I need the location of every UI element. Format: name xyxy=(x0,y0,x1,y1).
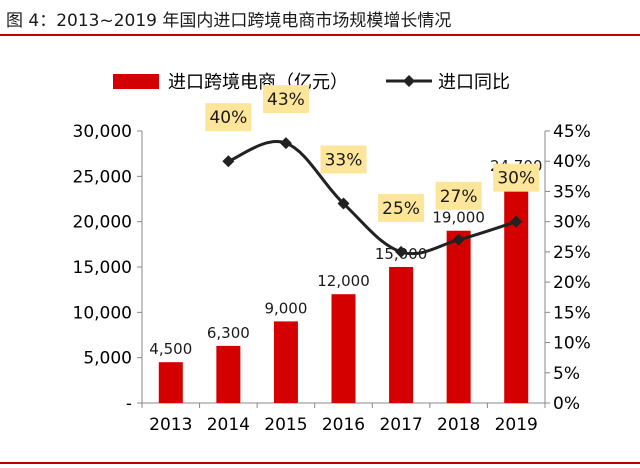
bar xyxy=(273,321,298,403)
right-axis-tick-label: 20% xyxy=(553,273,591,293)
legend-line-marker xyxy=(403,75,415,87)
x-axis-tick-label: 2017 xyxy=(379,415,422,435)
bar xyxy=(216,345,241,403)
line-point-marker xyxy=(222,155,235,168)
line-point-marker xyxy=(395,245,408,258)
line-point-marker xyxy=(337,197,350,210)
top-divider xyxy=(0,34,640,36)
right-axis-tick-label: 35% xyxy=(553,182,591,202)
legend-bar-label: 进口跨境电商（亿元） xyxy=(168,72,348,93)
point-label-background xyxy=(205,103,252,132)
right-axis-tick-label: 25% xyxy=(553,243,591,263)
left-axis-tick-label: 30,000 xyxy=(73,122,132,142)
bar xyxy=(504,179,529,403)
point-label-background xyxy=(262,85,309,114)
line-point-marker xyxy=(279,137,292,150)
bar xyxy=(389,267,414,403)
point-value-label: 33% xyxy=(325,151,363,171)
right-axis-tick-label: 45% xyxy=(553,122,591,142)
point-label-background xyxy=(320,145,367,174)
bar-value-label: 4,500 xyxy=(149,340,192,358)
bottom-divider xyxy=(0,462,640,464)
right-axis-tick-label: 30% xyxy=(553,213,591,233)
bar xyxy=(331,294,356,403)
bar xyxy=(446,230,471,403)
bar-value-label: 12,000 xyxy=(317,272,370,290)
point-value-label: 43% xyxy=(267,90,305,110)
point-value-label: 25% xyxy=(382,199,420,219)
point-value-label: 40% xyxy=(209,108,247,128)
point-label-background xyxy=(378,193,425,222)
left-axis-tick-label: 25,000 xyxy=(73,167,132,187)
right-axis-tick-label: 5% xyxy=(553,364,580,384)
figure-title: 图 4：2013~2019 年国内进口跨境电商市场规模增长情况 xyxy=(6,11,452,31)
right-axis-tick-label: 10% xyxy=(553,334,591,354)
legend-bar-swatch xyxy=(113,74,159,89)
x-axis-tick-label: 2019 xyxy=(495,415,538,435)
x-axis-tick-label: 2015 xyxy=(264,415,307,435)
left-axis-tick-label: - xyxy=(126,394,132,414)
point-value-label: 27% xyxy=(440,187,478,207)
x-axis-tick-label: 2018 xyxy=(437,415,480,435)
bar xyxy=(158,362,183,403)
right-axis-tick-label: 15% xyxy=(553,303,591,323)
left-axis-tick-label: 10,000 xyxy=(73,303,132,323)
line-point-marker xyxy=(510,215,523,228)
left-axis-tick-label: 15,000 xyxy=(73,258,132,278)
x-axis-tick-label: 2014 xyxy=(207,415,250,435)
bar-value-label: 19,000 xyxy=(432,209,485,227)
point-label-background xyxy=(493,163,540,192)
legend-line-label: 进口同比 xyxy=(438,72,510,93)
x-axis-tick-label: 2016 xyxy=(322,415,365,435)
right-axis-tick-label: 0% xyxy=(553,394,580,414)
bar-value-label: 6,300 xyxy=(207,324,250,342)
point-label-background xyxy=(435,181,482,210)
right-axis-tick-label: 40% xyxy=(553,152,591,172)
bar-value-label: 9,000 xyxy=(264,299,307,317)
line-point-marker xyxy=(452,233,465,246)
point-value-label: 30% xyxy=(497,169,535,189)
left-axis-tick-label: 20,000 xyxy=(73,213,132,233)
legend: 进口跨境电商（亿元） 进口同比 xyxy=(113,72,510,93)
left-axis-tick-label: 5,000 xyxy=(83,349,132,369)
x-axis-tick-label: 2013 xyxy=(149,415,192,435)
